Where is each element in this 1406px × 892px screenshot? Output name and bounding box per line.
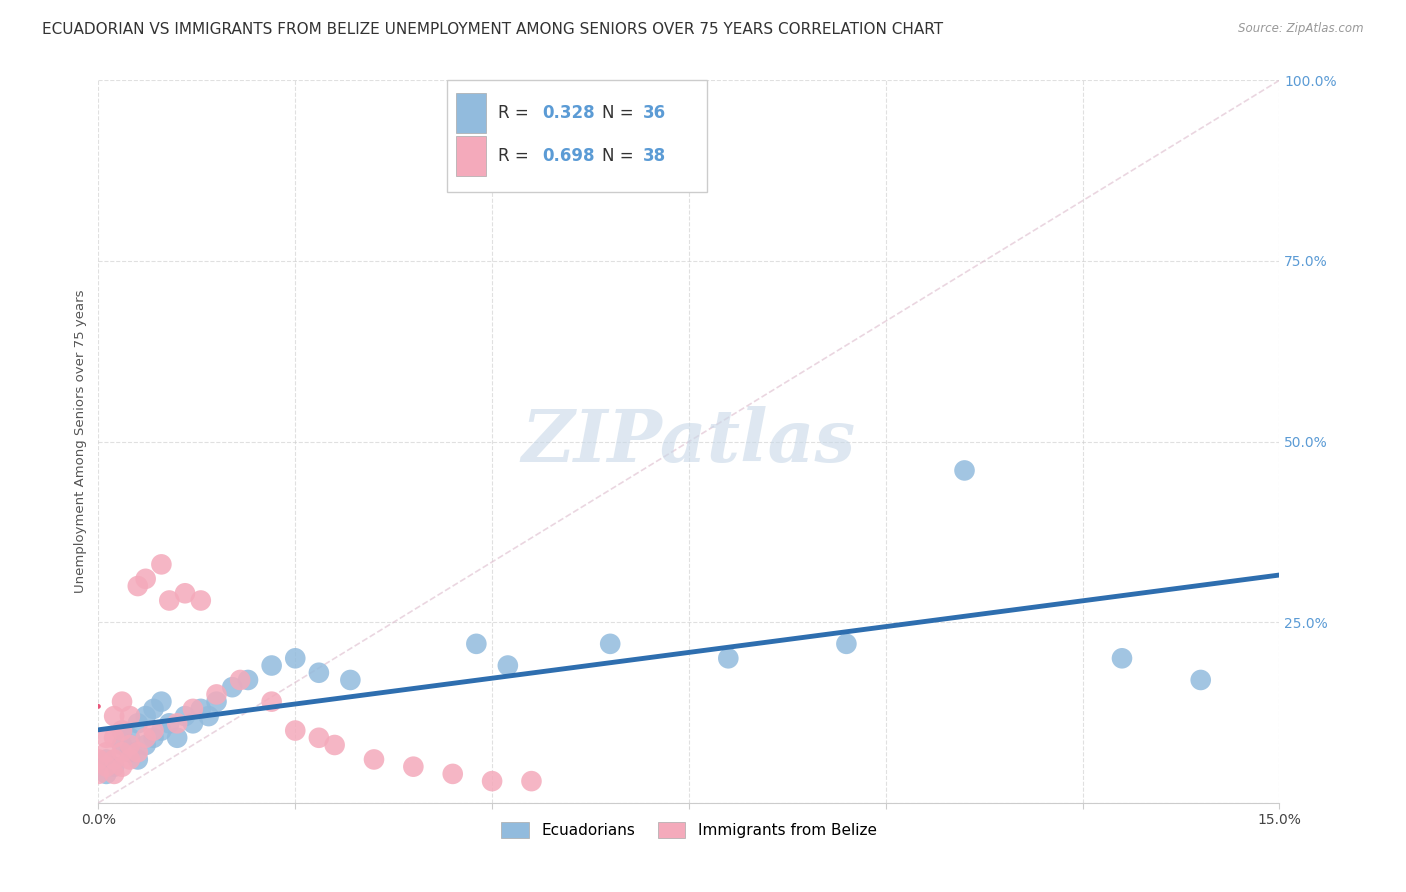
Point (520, 774, 543, 789)
Point (953, 463, 976, 477)
Bar (457, 93, 486, 133)
Point (127, 745, 149, 759)
Point (190, 702, 212, 716)
Point (599, 637, 621, 651)
Point (229, 673, 252, 687)
Point (103, 767, 125, 781)
Point (111, 760, 134, 774)
Point (174, 586, 197, 600)
Point (323, 738, 346, 752)
Point (197, 709, 219, 723)
Point (135, 572, 157, 586)
Point (111, 723, 134, 738)
Text: 38: 38 (643, 147, 666, 165)
Point (496, 658, 519, 673)
Point (150, 558, 173, 572)
Y-axis label: Unemployment Among Seniors over 75 years: Unemployment Among Seniors over 75 years (75, 290, 87, 593)
Point (1111, 651, 1133, 665)
Point (190, 593, 212, 607)
Point (96, 731, 118, 745)
Point (284, 651, 307, 665)
Point (111, 745, 134, 759)
Point (260, 658, 283, 673)
Point (111, 695, 134, 709)
Point (441, 767, 464, 781)
Point (308, 665, 330, 680)
Point (103, 760, 125, 774)
Point (135, 738, 157, 752)
Point (111, 738, 134, 752)
Point (205, 695, 228, 709)
Point (96, 760, 118, 774)
Text: N =: N = (602, 147, 638, 165)
Point (96, 745, 118, 759)
Point (205, 687, 228, 701)
Point (142, 731, 165, 745)
Point (174, 709, 197, 723)
Point (465, 637, 488, 651)
Point (221, 680, 243, 694)
Point (118, 745, 141, 759)
Point (181, 716, 204, 731)
Point (127, 716, 149, 731)
Text: 0.698: 0.698 (543, 147, 595, 165)
Legend: Ecuadorians, Immigrants from Belize: Ecuadorians, Immigrants from Belize (494, 814, 884, 846)
Bar (457, 136, 486, 176)
Point (96, 752, 118, 766)
Point (142, 702, 165, 716)
Point (118, 731, 141, 745)
Point (118, 752, 141, 766)
FancyBboxPatch shape (447, 80, 707, 193)
Point (103, 731, 125, 745)
Point (135, 731, 157, 745)
Text: 0.328: 0.328 (543, 103, 595, 122)
Point (284, 723, 307, 738)
Text: N =: N = (602, 103, 638, 122)
Point (363, 752, 385, 766)
Point (142, 723, 165, 738)
Text: Source: ZipAtlas.com: Source: ZipAtlas.com (1239, 22, 1364, 36)
Point (402, 760, 425, 774)
Text: ECUADORIAN VS IMMIGRANTS FROM BELIZE UNEMPLOYMENT AMONG SENIORS OVER 75 YEARS CO: ECUADORIAN VS IMMIGRANTS FROM BELIZE UNE… (42, 22, 943, 37)
Point (1189, 673, 1212, 687)
Text: ZIPatlas: ZIPatlas (522, 406, 856, 477)
Point (181, 702, 204, 716)
Point (166, 716, 188, 731)
Text: 36: 36 (643, 103, 666, 122)
Point (717, 651, 740, 665)
Point (481, 774, 503, 789)
Point (111, 723, 134, 738)
Text: R =: R = (498, 147, 534, 165)
Point (308, 731, 330, 745)
Point (96, 767, 118, 781)
Point (118, 738, 141, 752)
Point (157, 593, 180, 607)
Point (118, 709, 141, 723)
Point (150, 695, 173, 709)
Point (127, 579, 149, 593)
Point (236, 673, 259, 687)
Point (103, 752, 125, 766)
Point (103, 709, 125, 723)
Point (87, 752, 110, 766)
Text: R =: R = (498, 103, 534, 122)
Point (260, 695, 283, 709)
Point (87, 767, 110, 781)
Point (339, 673, 361, 687)
Point (135, 709, 157, 723)
Point (157, 716, 180, 731)
Point (127, 752, 149, 766)
Point (166, 731, 188, 745)
Point (835, 637, 858, 651)
Point (150, 723, 173, 738)
